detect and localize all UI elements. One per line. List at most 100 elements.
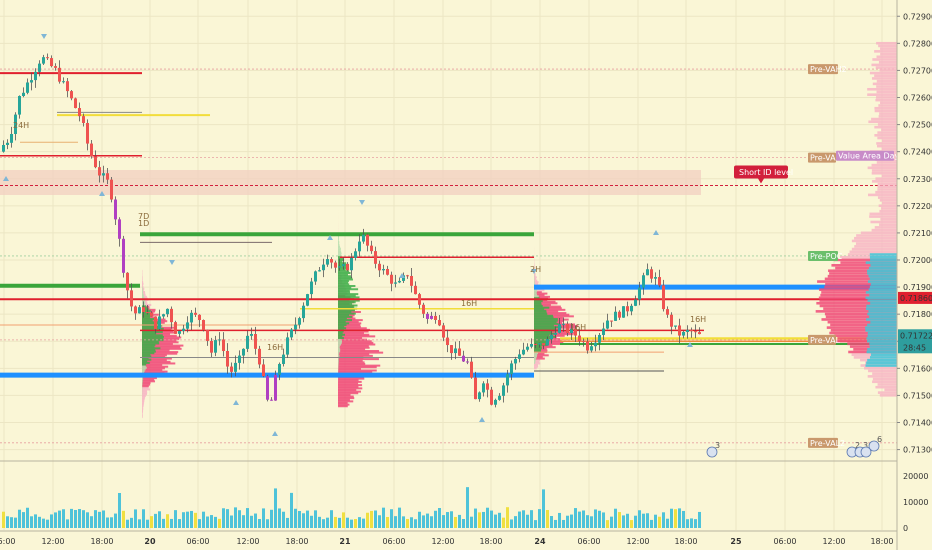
volume-bar[interactable] [690, 518, 693, 528]
candle[interactable] [694, 331, 697, 333]
pre-vah2-tag-box[interactable] [808, 64, 838, 75]
volume-bar[interactable] [442, 515, 445, 528]
volume-bar[interactable] [450, 511, 453, 528]
candle[interactable] [314, 271, 317, 282]
volume-bar[interactable] [254, 513, 257, 528]
candle[interactable] [118, 219, 121, 239]
volume-bar[interactable] [622, 515, 625, 528]
volume-bar[interactable] [78, 509, 81, 528]
volume-bar[interactable] [286, 517, 289, 528]
candle[interactable] [26, 82, 29, 93]
candle[interactable] [606, 320, 609, 329]
volume-bar[interactable] [338, 517, 341, 528]
volume-bar[interactable] [606, 520, 609, 528]
candle[interactable] [18, 96, 21, 115]
candle[interactable] [458, 348, 461, 356]
volume-bar[interactable] [594, 509, 597, 528]
volume-bar[interactable] [566, 515, 569, 528]
volume-bar[interactable] [206, 516, 209, 528]
candle[interactable] [698, 332, 701, 335]
volume-bar[interactable] [522, 510, 525, 528]
candle[interactable] [566, 323, 569, 333]
volume-bar[interactable] [326, 517, 329, 528]
candle[interactable] [350, 257, 353, 271]
volume-bar[interactable] [146, 519, 149, 528]
volume-bar[interactable] [490, 510, 493, 528]
candle[interactable] [590, 346, 593, 351]
volume-bar[interactable] [214, 516, 217, 528]
volume-bar[interactable] [70, 508, 73, 528]
volume-bar[interactable] [494, 514, 497, 528]
candle[interactable] [206, 330, 209, 341]
candle[interactable] [30, 80, 33, 83]
volume-bar[interactable] [386, 516, 389, 528]
candle[interactable] [510, 363, 513, 375]
candle[interactable] [274, 374, 277, 401]
candle[interactable] [594, 342, 597, 347]
candle[interactable] [494, 399, 497, 405]
candle[interactable] [658, 277, 661, 286]
candle[interactable] [70, 91, 73, 99]
pre-poc-tag-box[interactable] [808, 250, 838, 261]
candle[interactable] [186, 322, 189, 329]
candle[interactable] [42, 57, 45, 64]
price-badge-red[interactable] [898, 291, 932, 304]
volume-bar[interactable] [334, 516, 337, 528]
volume-bar[interactable] [562, 519, 565, 528]
candle[interactable] [238, 355, 241, 363]
candle[interactable] [486, 383, 489, 390]
volume-bar[interactable] [590, 516, 593, 528]
candle[interactable] [62, 81, 65, 83]
candle[interactable] [690, 329, 693, 332]
candle[interactable] [498, 395, 501, 400]
candle[interactable] [54, 66, 57, 68]
volume-bar[interactable] [226, 509, 229, 528]
candle[interactable] [214, 340, 217, 353]
candle[interactable] [430, 315, 433, 319]
candle[interactable] [6, 142, 9, 145]
candle[interactable] [666, 309, 669, 315]
candle[interactable] [130, 290, 133, 307]
candle[interactable] [422, 304, 425, 314]
candle[interactable] [2, 144, 5, 152]
event-icon[interactable] [860, 446, 872, 458]
candle[interactable] [434, 315, 437, 320]
candle[interactable] [178, 331, 181, 334]
volume-bar[interactable] [246, 508, 249, 528]
candle[interactable] [126, 272, 129, 291]
volume-bar[interactable] [306, 510, 309, 528]
volume-bar[interactable] [282, 511, 285, 528]
volume-bar[interactable] [638, 510, 641, 528]
candle[interactable] [678, 325, 681, 336]
volume-bar[interactable] [210, 515, 213, 528]
volume-bar[interactable] [550, 516, 553, 528]
event-icon[interactable] [706, 446, 718, 458]
volume-bar[interactable] [30, 516, 33, 528]
volume-bar[interactable] [122, 510, 125, 528]
volume-bar[interactable] [302, 513, 305, 528]
candle[interactable] [322, 264, 325, 271]
candle[interactable] [346, 263, 349, 271]
volume-bar[interactable] [602, 512, 605, 528]
candle[interactable] [262, 364, 265, 377]
volume-bar[interactable] [650, 519, 653, 528]
volume-bar[interactable] [454, 516, 457, 528]
candle[interactable] [366, 234, 369, 246]
candle[interactable] [318, 270, 321, 272]
candle[interactable] [86, 122, 89, 144]
volume-bar[interactable] [610, 516, 613, 528]
volume-bar[interactable] [126, 519, 129, 528]
candle[interactable] [482, 383, 485, 393]
candle[interactable] [370, 245, 373, 252]
candle[interactable] [306, 294, 309, 306]
candle[interactable] [610, 320, 613, 322]
volume-bar[interactable] [370, 510, 373, 528]
volume-bar[interactable] [138, 519, 141, 528]
volume-bar[interactable] [22, 512, 25, 528]
volume-bar[interactable] [686, 519, 689, 528]
volume-bar[interactable] [546, 510, 549, 528]
volume-bar[interactable] [90, 516, 93, 528]
candle[interactable] [210, 340, 213, 353]
candle[interactable] [618, 311, 621, 318]
